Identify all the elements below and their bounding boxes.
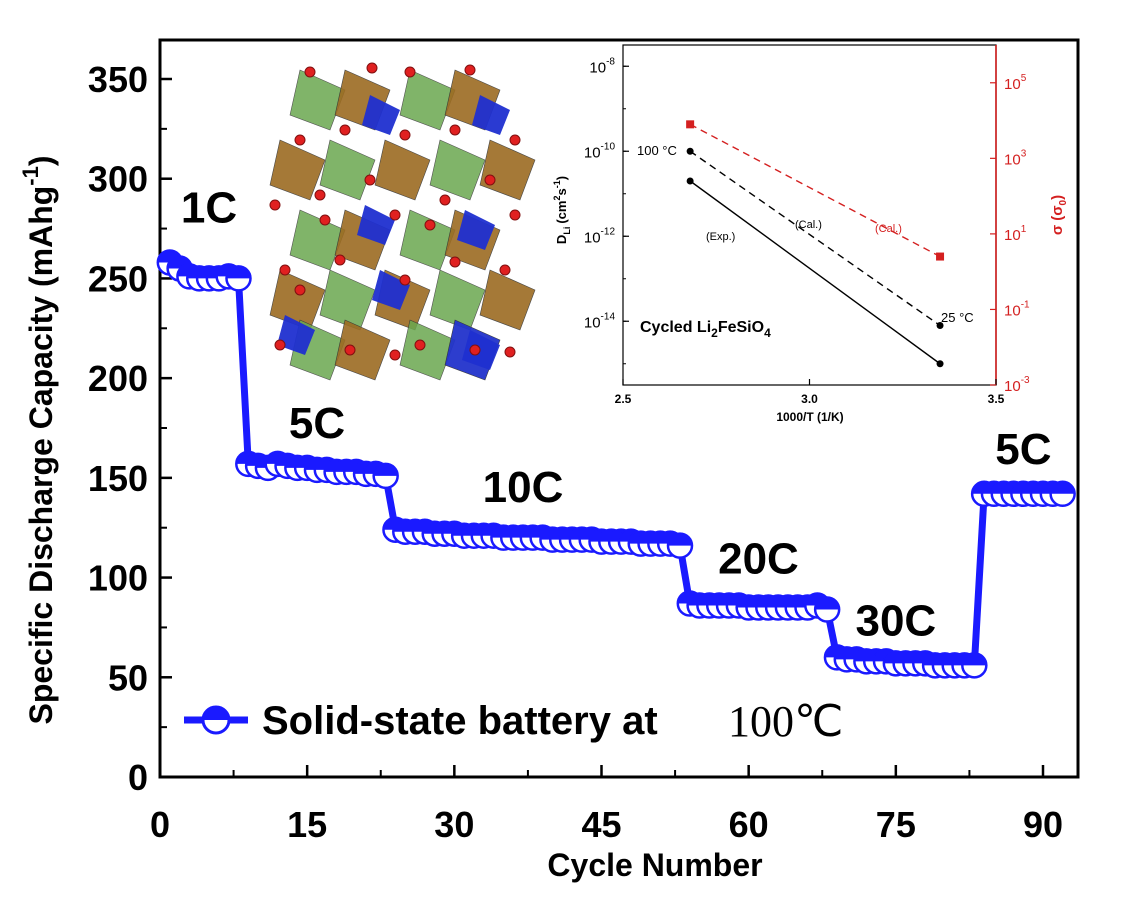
- main-y-tick-label: 0: [128, 757, 148, 798]
- rate-label: 20C: [718, 535, 799, 584]
- inset-data-point: [936, 360, 944, 368]
- inset-x-tick-label: 2.5: [615, 392, 632, 406]
- inset-right-tick-label: 103: [1004, 148, 1027, 168]
- main-y-tick-label: 150: [88, 458, 148, 499]
- inset-x-tick-label: 3.0: [801, 392, 818, 406]
- data-point: [813, 596, 841, 623]
- main-y-axis-title: Specific Discharge Capacity (mAhg-1): [18, 155, 59, 724]
- main-y-tick-label: 200: [88, 358, 148, 399]
- data-point: [372, 462, 399, 490]
- inset-right-tick-label: 101: [1004, 224, 1027, 244]
- inset-left-tick-label: 10-10: [584, 141, 616, 161]
- main-x-tick-label: 15: [287, 804, 327, 845]
- inset-data-point: [936, 252, 945, 261]
- main-x-tick-label: 30: [434, 804, 474, 845]
- inset-left-tick-label: 10-14: [584, 311, 616, 331]
- main-x-tick-label: 60: [729, 804, 769, 845]
- data-point: [961, 652, 988, 679]
- inset-x-tick-label: 3.5: [988, 392, 1005, 406]
- inset-label-cal-red: (Cal.): [875, 223, 902, 235]
- main-plot-frame: [158, 38, 1080, 779]
- inset-label-cal-black: (Cal.): [795, 219, 822, 231]
- rate-label: 5C: [995, 425, 1051, 474]
- rate-labels: 1C 5C 10C 20C 30C 5C: [181, 184, 1052, 646]
- main-y-ticks: 0 50 100 150 200 250 300 350: [88, 59, 172, 798]
- legend-temperature: 100℃: [728, 697, 843, 746]
- legend: Solid-state battery at 100℃: [184, 697, 843, 746]
- main-x-tick-label: 45: [581, 804, 621, 845]
- rate-label: 10C: [483, 463, 564, 512]
- inset-x-axis-title: 1000/T (1/K): [776, 410, 843, 424]
- legend-label: Solid-state battery at: [262, 699, 658, 743]
- main-x-tick-label: 75: [876, 804, 916, 845]
- rate-label: 5C: [289, 399, 345, 448]
- inset-x-ticks: 2.5 3.0 3.5: [615, 379, 1005, 406]
- inset-data-point: [686, 120, 695, 129]
- inset-label-exp: (Exp.): [706, 231, 735, 243]
- inset-label-100c: 100 °C: [637, 143, 677, 158]
- inset-series-line: [689, 180, 941, 365]
- main-y-tick-label: 350: [88, 59, 148, 100]
- inset-title: Cycled Li2FeSiO4: [640, 319, 771, 340]
- data-point: [1049, 480, 1076, 508]
- inset-data-point: [686, 147, 694, 155]
- inset-label-25c: 25 °C: [941, 310, 974, 325]
- inset-left-tick-label: 10-12: [584, 226, 616, 246]
- inset-right-tick-label: 10-1: [1004, 299, 1030, 319]
- rate-label: 30C: [855, 596, 936, 645]
- inset-left-tick-label: 10-8: [589, 56, 615, 76]
- inset-series-group: [686, 120, 945, 368]
- inset-plot-frame: [622, 44, 997, 386]
- inset-right-tick-label: 105: [1004, 73, 1027, 93]
- inset-left-y-axis-title: DLi(cm2s-1): [552, 176, 572, 244]
- main-x-axis-title: Cycle Number: [547, 847, 762, 883]
- main-x-tick-label: 0: [150, 804, 170, 845]
- inset-right-y-axis-title: σ (σ0): [1049, 195, 1069, 235]
- data-point: [225, 265, 252, 292]
- inset-data-point: [936, 322, 944, 329]
- data-point: [666, 532, 694, 559]
- inset-series-line: [689, 150, 941, 327]
- inset-data-point: [686, 177, 694, 185]
- rate-label: 1C: [181, 184, 237, 233]
- main-y-tick-label: 50: [108, 657, 148, 698]
- main-y-tick-label: 250: [88, 258, 148, 299]
- crystal-structure-illustration: [269, 62, 536, 381]
- main-series-group: [156, 249, 1076, 679]
- main-y-tick-label: 100: [88, 558, 148, 599]
- main-x-tick-label: 90: [1023, 804, 1063, 845]
- main-y-tick-label: 300: [88, 159, 148, 200]
- inset-left-y-ticks: 10-8 10-10 10-12 10-14: [584, 56, 629, 365]
- inset-right-tick-label: 10-3: [1004, 375, 1030, 395]
- main-x-ticks: 0 15 30 45 60 75 90: [150, 765, 1063, 845]
- legend-marker-fill: [203, 707, 229, 720]
- inset-right-y-ticks: 105 103 101 10-1 10-3: [990, 73, 1030, 395]
